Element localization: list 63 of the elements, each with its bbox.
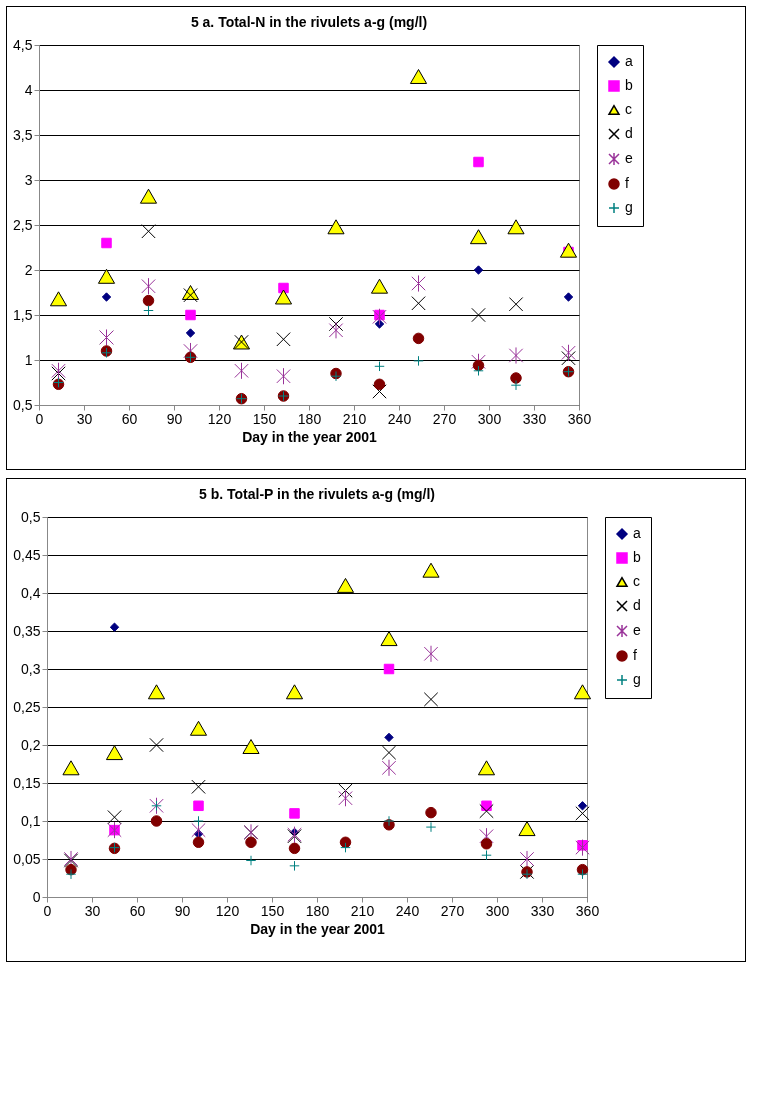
x-tick-label: 180 [297,410,322,427]
x-tick-label: 240 [387,410,412,427]
legend-label: g [633,671,641,687]
x-tick-label: 330 [530,902,555,919]
legend-label: g [625,199,633,215]
y-tick-label: 0 [32,888,41,905]
legend-label: c [625,101,632,117]
y-tick-label: 4 [24,81,33,98]
x-tick-label: 150 [260,902,285,919]
y-tick-label: 0,4 [21,584,41,601]
y-tick-label: 2,5 [13,216,33,233]
x-tick-label: 180 [305,902,330,919]
x-tick-label: 120 [207,410,232,427]
x-tick-label: 270 [432,410,457,427]
x-tick-label: 150 [252,410,277,427]
legend-label: b [625,77,633,93]
y-tick-label: 0,5 [21,508,41,525]
y-tick-label: 3 [24,171,33,188]
x-tick-label: 30 [84,902,101,919]
y-tick-label: 4,5 [13,36,33,53]
y-tick-label: 0,35 [13,622,41,639]
x-tick-label: 360 [567,410,592,427]
x-tick-label: 330 [522,410,547,427]
y-tick-label: 0,5 [13,396,33,413]
x-axis-title: Day in the year 2001 [250,920,386,937]
legend-label: e [625,150,633,166]
x-tick-label: 240 [395,902,420,919]
x-tick-label: 0 [43,902,52,919]
y-tick-label: 0,1 [21,812,41,829]
x-tick-label: 60 [129,902,146,919]
x-tick-label: 360 [575,902,600,919]
x-axis-title: Day in the year 2001 [242,428,378,445]
legend-label: a [633,525,641,541]
y-tick-label: 2 [24,261,33,278]
x-tick-label: 270 [440,902,465,919]
y-tick-label: 0,45 [13,546,41,563]
y-tick-label: 0,2 [21,736,41,753]
x-tick-label: 210 [342,410,367,427]
legend-label: f [633,647,637,663]
chart-title: 5 b. Total-P in the rivulets a-g (mg/l) [199,486,435,502]
legend-label: c [633,573,640,589]
legend-label: d [633,597,641,613]
chart-title: 5 a. Total-N in the rivulets a-g (mg/l) [190,14,428,30]
y-tick-label: 1,5 [13,306,33,323]
y-tick-label: 0,3 [21,660,41,677]
x-tick-label: 90 [166,410,183,427]
x-tick-label: 60 [121,410,138,427]
legend-label: e [633,622,641,638]
y-tick-label: 0,05 [13,850,41,867]
y-tick-label: 1 [24,351,33,368]
x-tick-label: 300 [477,410,502,427]
legend-label: d [625,125,633,141]
x-tick-label: 300 [485,902,510,919]
legend-label: a [625,53,633,69]
x-tick-label: 90 [174,902,191,919]
y-tick-label: 3,5 [13,126,33,143]
y-tick-label: 0,25 [13,698,41,715]
legend-label: f [625,175,629,191]
y-tick-label: 0,15 [13,774,41,791]
x-tick-label: 210 [350,902,375,919]
x-tick-label: 30 [76,410,93,427]
legend-label: b [633,549,641,565]
x-tick-label: 120 [215,902,240,919]
